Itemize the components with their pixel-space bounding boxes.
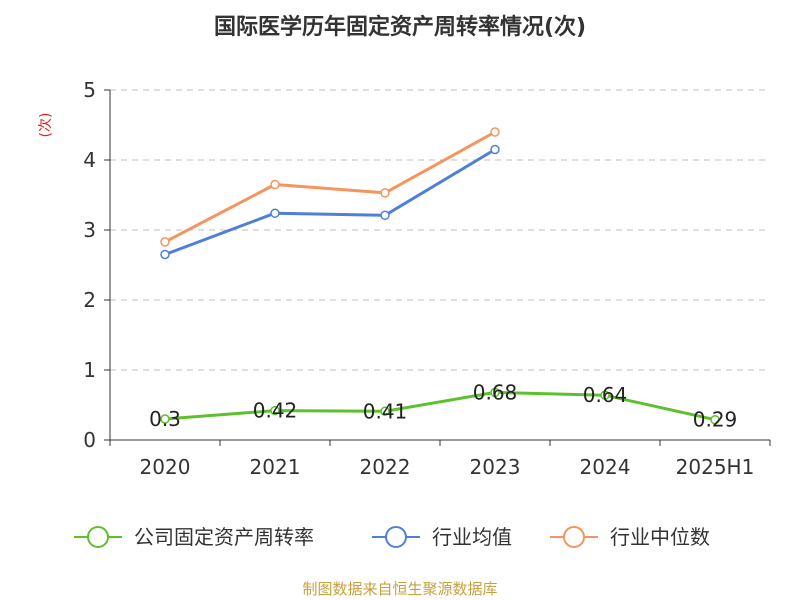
data-point (710, 414, 720, 425)
legend-marker (87, 526, 109, 548)
data-point (380, 406, 390, 417)
series-line (164, 130, 496, 244)
legend-marker (563, 526, 585, 548)
data-label: 0.68 (473, 380, 518, 404)
y-tick-label: 1 (83, 358, 96, 382)
x-tick-label: 2022 (360, 455, 411, 479)
data-point (160, 414, 170, 424)
series-layer (160, 127, 720, 425)
data-point (270, 208, 280, 218)
data-label: 0.29 (693, 408, 738, 432)
legend-item: 行业均值 (372, 525, 512, 549)
x-tick-label: 2023 (470, 455, 521, 479)
data-label: 0.41 (363, 399, 408, 423)
data-point (380, 210, 390, 221)
series-2 (160, 127, 500, 247)
x-tick-labels: 2020 2021 2022 2023 2024 2025H1 (140, 455, 755, 479)
series-line (164, 390, 716, 422)
series-0 (160, 387, 720, 425)
legend-label: 行业均值 (432, 525, 512, 549)
chart-title: 国际医学历年固定资产周转率情况(次) (214, 14, 586, 40)
data-point (270, 405, 280, 416)
data-point (490, 144, 500, 155)
data-label: 0.3 (149, 407, 181, 431)
legend-marker (385, 526, 407, 548)
data-point (270, 179, 280, 190)
series-1 (160, 144, 500, 260)
legend: 公司固定资产周转率 行业均值 行业中位数 (74, 525, 710, 549)
y-tick-label: 0 (83, 428, 96, 452)
axes (104, 89, 771, 446)
x-tick-label: 2020 (140, 455, 191, 479)
legend-label: 行业中位数 (610, 525, 710, 549)
legend-item: 行业中位数 (550, 525, 710, 549)
data-point (160, 237, 170, 247)
y-tick-label: 5 (83, 78, 96, 102)
y-tick-label: 2 (83, 288, 96, 312)
legend-item: 公司固定资产周转率 (74, 525, 314, 549)
y-tick-label: 3 (83, 218, 96, 242)
data-label: 0.42 (253, 399, 298, 423)
data-point (490, 127, 500, 137)
y-tick-label: 4 (83, 148, 96, 172)
grid-lines (110, 89, 770, 371)
data-label: 0.64 (583, 383, 628, 407)
series-line (164, 148, 496, 256)
x-tick-label: 2025H1 (676, 455, 755, 479)
data-labels: 0.3 0.42 0.41 0.68 0.64 0.29 (149, 380, 737, 431)
data-point (160, 249, 170, 260)
data-point (600, 390, 610, 400)
data-point (380, 188, 390, 198)
legend-label: 公司固定资产周转率 (134, 525, 314, 549)
source-note: 制图数据来自恒生聚源数据库 (302, 580, 497, 598)
data-point (490, 387, 500, 398)
x-tick-label: 2021 (250, 455, 301, 479)
x-tick-label: 2024 (580, 455, 631, 479)
y-axis-label: (次) (38, 113, 54, 138)
y-tick-labels: 0 1 2 3 4 5 (83, 78, 96, 452)
